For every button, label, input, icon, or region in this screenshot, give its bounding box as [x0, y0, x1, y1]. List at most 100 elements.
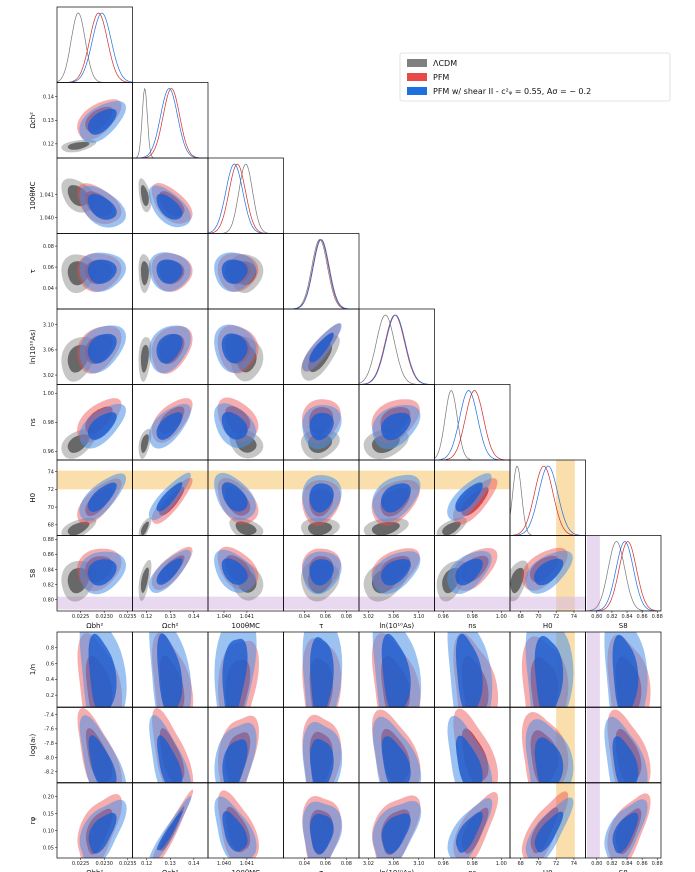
- contour-1sigma-2-0-5: [87, 412, 117, 440]
- y-tick-label-6: 72: [48, 487, 54, 493]
- panel-2-5: [214, 397, 264, 459]
- extra-panel-0-3: [302, 632, 343, 707]
- x-tick-label-3: 0.08: [341, 614, 352, 620]
- y-tick-label-3: 0.08: [43, 244, 54, 250]
- y-tick-label-4: 3.10: [43, 323, 54, 329]
- x-tick-label-extra-3: 0.04: [299, 861, 310, 867]
- legend-label-pfm-shear: PFM w/ shear II - c²ᵩ = 0.55, Aσ = − 0.2: [433, 87, 591, 96]
- extra-panel-2-7: [604, 793, 651, 858]
- extra-panel-0-1: [149, 632, 194, 707]
- x-axis-label-extra-7: S8: [619, 869, 628, 872]
- extra-panel-2-3: [302, 796, 343, 858]
- contour-1sigma-2-2-5: [221, 412, 248, 440]
- panel-2-6: [214, 472, 264, 536]
- extra-contour-1sigma-2: [157, 633, 183, 707]
- contour-1sigma-0-1-3: [140, 261, 149, 286]
- x-axis-label-0: Ωbh²: [86, 622, 103, 630]
- legend-swatch-lcdm: [407, 59, 427, 67]
- contour-1sigma-2-1-5: [156, 412, 183, 440]
- contour-1sigma-0-1-4: [140, 344, 149, 373]
- x-tick-label-0: 0.0235: [119, 614, 137, 620]
- x-axis-label-6: H0: [543, 622, 553, 630]
- x-tick-label-5: 0.98: [467, 614, 478, 620]
- y-axis-label-1: Ωch²: [29, 112, 37, 129]
- panel-1-3: [138, 252, 193, 293]
- panel-3-6: [300, 475, 342, 536]
- extra-panel-2-5: [447, 792, 499, 858]
- extra-contour-1sigma-2: [310, 813, 334, 854]
- x-tick-label-extra-6: 70: [535, 861, 541, 867]
- y-axis-label-7: S8: [29, 569, 37, 578]
- x-axis-label-1: Ωch²: [162, 622, 179, 630]
- y-axis-label-5: ns: [29, 418, 37, 426]
- extra-panel-1-0: [77, 708, 127, 783]
- panel-1-5: [138, 398, 193, 459]
- y-tick-label-1: 0.12: [43, 142, 54, 148]
- extra-panel-2-1: [149, 789, 194, 858]
- extra-panel-1-3: [302, 714, 343, 783]
- x-tick-label-1: 0.14: [188, 614, 199, 620]
- diag-frame-1: [132, 82, 209, 159]
- contour-1sigma-2-3-4: [309, 332, 334, 363]
- pdf-line-1-4: [359, 314, 435, 385]
- contour-1sigma-0-0-6: [67, 521, 90, 536]
- contour-1sigma-2-1-7: [156, 558, 183, 585]
- panel-3-5: [300, 399, 342, 460]
- y-tick-label-2: 1.040: [40, 215, 54, 221]
- contour-1sigma-0-4-6: [371, 522, 400, 536]
- extra-contour-1sigma-2: [534, 737, 564, 783]
- panel-0-2: [61, 178, 126, 228]
- x-tick-label-extra-1: 0.13: [165, 861, 176, 867]
- diag-frame-4: [358, 308, 435, 385]
- extra-panel-1-5: [447, 708, 499, 783]
- panel-5-7: [436, 548, 498, 602]
- y-tick-label-4: 3.02: [43, 373, 54, 379]
- contour-1sigma-0-3-6: [308, 521, 333, 536]
- pdf-line-2-7: [585, 541, 661, 611]
- x-tick-label-extra-0: 0.0235: [119, 861, 137, 867]
- extra-panel-1-4: [372, 709, 422, 783]
- y-tick-label-extra-1: -8.2: [44, 770, 54, 776]
- extra-contour-1sigma-2: [88, 633, 117, 707]
- y-axis-label-3: τ: [29, 269, 37, 273]
- y-tick-label-extra-0: 0.6: [46, 661, 54, 667]
- diag-panel-1: [132, 87, 208, 158]
- contour-1sigma-2-6-7: [534, 558, 564, 586]
- contour-1sigma-2-4-5: [381, 412, 411, 441]
- panel-4-6: [363, 474, 421, 536]
- y-axis-label-extra-2: rφ: [29, 816, 37, 824]
- diag-panel-2: [208, 163, 284, 234]
- contour-1sigma-0-2-6: [235, 521, 257, 536]
- x-tick-label-7: 0.80: [591, 614, 602, 620]
- x-tick-label-5: 0.96: [438, 614, 449, 620]
- extra-panel-0-0: [77, 632, 127, 707]
- panel-2-4: [214, 324, 264, 382]
- y-tick-label-extra-2: 0.20: [43, 794, 54, 800]
- x-tick-label-extra-3: 0.08: [341, 861, 352, 867]
- band-col-extra-S8: [587, 632, 600, 858]
- y-tick-label-7: 0.80: [43, 597, 54, 603]
- y-tick-label-1: 0.14: [43, 94, 54, 100]
- x-axis-label-4: ln(10¹⁰As): [379, 622, 414, 630]
- x-axis-label-extra-0: Ωbh²: [86, 869, 103, 872]
- y-tick-label-extra-0: 0.4: [46, 677, 54, 683]
- extra-frame-2-7: [585, 782, 662, 859]
- y-tick-label-7: 0.82: [43, 582, 54, 588]
- y-tick-label-5: 0.98: [43, 420, 54, 426]
- x-tick-label-extra-4: 3.02: [363, 861, 374, 867]
- x-tick-label-extra-7: 0.84: [621, 861, 632, 867]
- panel-5-6: [436, 473, 498, 536]
- y-tick-label-7: 0.88: [43, 537, 54, 543]
- legend-label-lcdm: ΛCDM: [433, 59, 457, 68]
- pdf-line-1-5: [434, 390, 510, 460]
- panel-0-7: [61, 548, 126, 602]
- extra-contour-1sigma-2: [222, 811, 248, 852]
- extra-panel-1-1: [149, 708, 194, 783]
- extra-panel-2-2: [214, 790, 259, 858]
- extra-panel-0-6: [521, 632, 574, 707]
- pdf-line-2-2: [208, 163, 284, 234]
- extra-contour-1sigma-2: [222, 638, 248, 707]
- panel-2-7: [214, 546, 264, 601]
- y-tick-label-extra-1: -8.0: [44, 755, 54, 761]
- extra-frame-1-7: [585, 707, 662, 783]
